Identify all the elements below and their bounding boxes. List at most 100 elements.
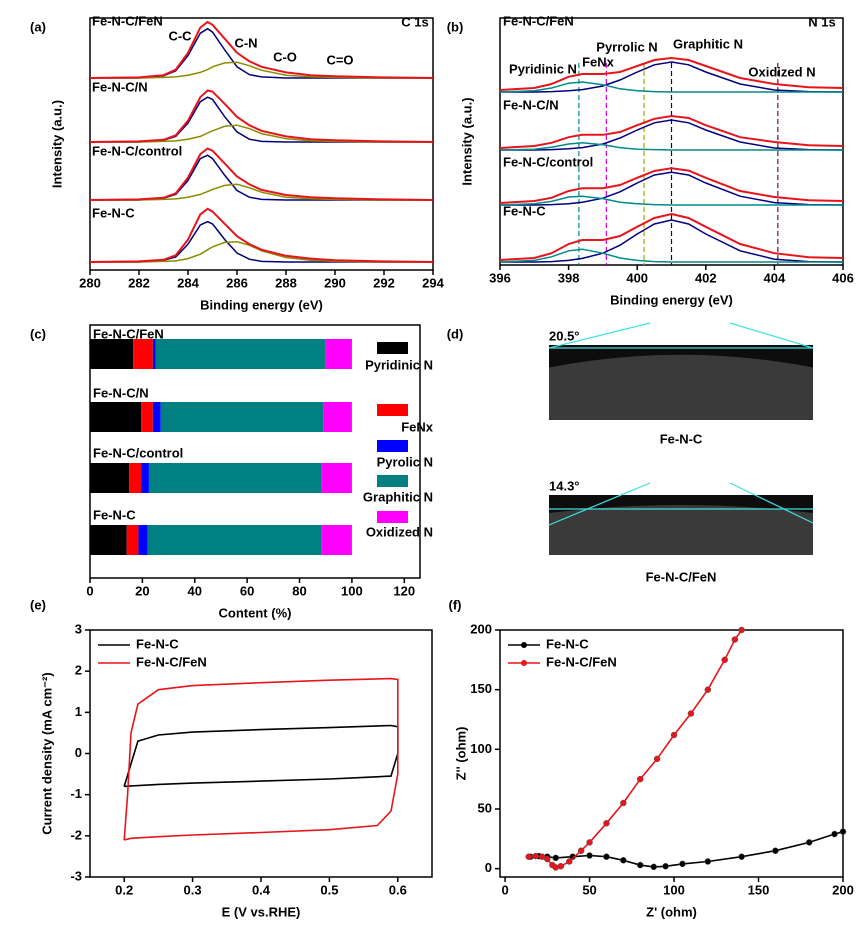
component-curve [90, 124, 433, 143]
component-curve [499, 248, 843, 263]
bar-segment [138, 525, 148, 555]
x-tick-label: 0.3 [184, 882, 202, 897]
envelope-curve [89, 207, 434, 263]
data-point [544, 855, 551, 863]
data-point [620, 857, 627, 864]
envelope-curve [499, 167, 844, 204]
legend-label: FeNx [401, 419, 434, 434]
plot-frame [89, 17, 434, 271]
y-tick-label: 0 [485, 860, 492, 875]
category-label: Fe-N-C [93, 507, 136, 522]
x-tick-label: 80 [292, 583, 306, 598]
x-tick-label: 402 [695, 270, 717, 285]
y-axis-label: Intensity (a.u.) [459, 97, 474, 185]
x-tick-label: 292 [373, 275, 395, 290]
sample-label: Fe-N-C/FeN [503, 13, 574, 28]
data-point [586, 852, 593, 859]
x-tick-label: 60 [240, 583, 254, 598]
legend-marker [521, 660, 527, 666]
y-tick-label: 100 [470, 741, 492, 756]
x-tick-label: 100 [663, 882, 685, 897]
x-tick-label: 40 [188, 583, 202, 598]
bar-segment [90, 402, 142, 432]
x-tick-label: 284 [177, 275, 199, 290]
y-tick-label: -3 [70, 868, 82, 883]
bar-segment [152, 339, 156, 369]
x-tick-label: 288 [275, 275, 297, 290]
envelope-curve [89, 147, 434, 201]
component-curve [90, 241, 433, 263]
data-point [704, 686, 712, 693]
droplet [549, 354, 813, 420]
y-tick-label: 200 [470, 621, 492, 636]
data-point [738, 626, 745, 634]
bar-segment [141, 463, 149, 493]
data-point [566, 858, 573, 865]
bar-segment [129, 463, 142, 493]
bar-segment [152, 402, 161, 432]
peak-label: Oxidized N [748, 64, 815, 79]
peak-label: Pyridinic N [509, 61, 577, 76]
spectrum-title: C 1s [401, 14, 428, 29]
data-point [620, 799, 627, 807]
legend-label: Fe-N-C [546, 636, 589, 651]
y-tick-label: -1 [70, 786, 82, 801]
bar-segment [160, 402, 324, 432]
bar-segment [90, 463, 130, 493]
x-tick-label: 398 [558, 270, 580, 285]
series-line [123, 724, 399, 788]
component-curve [90, 96, 433, 143]
category-label: Fe-N-C/control [93, 445, 183, 460]
data-point [679, 860, 686, 868]
bar-segment [90, 525, 127, 555]
y-tick-label: 0 [75, 745, 82, 760]
x-axis-label: Content (%) [219, 605, 292, 620]
peak-label: FeNx [582, 54, 615, 69]
bar-segment [323, 402, 352, 432]
bar-segment [148, 463, 322, 493]
component-curve [90, 61, 433, 79]
envelope-curve [499, 56, 844, 91]
component-curve [499, 142, 843, 151]
x-tick-label: 0 [501, 882, 508, 897]
tangent [548, 322, 651, 349]
data-point [603, 820, 610, 827]
sample-label: Fe-N-C/FeN [646, 569, 717, 584]
component-curve [90, 154, 433, 201]
droplet [549, 505, 813, 555]
data-point [577, 847, 585, 854]
y-tick-label: 1 [75, 704, 82, 719]
bar-segment [133, 339, 153, 369]
legend-label: Pyrolic N [377, 454, 433, 469]
data-point [772, 847, 779, 854]
component-curve [500, 219, 844, 263]
x-tick-label: 120 [393, 583, 415, 598]
envelope-curve [499, 212, 844, 261]
y-tick-label: 150 [470, 681, 492, 696]
sample-label: Fe-N-C/FeN [92, 13, 163, 28]
x-tick-label: 20 [135, 583, 149, 598]
data-point [586, 839, 593, 846]
x-tick-label: 0.6 [389, 882, 407, 897]
bar-segment [147, 525, 322, 555]
component-curve [500, 61, 844, 93]
x-tick-label: 50 [582, 882, 596, 897]
tangent [548, 482, 651, 526]
bar-segment [126, 525, 139, 555]
data-point [603, 853, 610, 860]
bar-segment [141, 402, 153, 432]
data-point [670, 731, 678, 739]
peak-label: Graphitic N [673, 36, 743, 51]
y-axis-label: Intensity (a.u.) [49, 100, 64, 188]
data-point [687, 710, 695, 717]
legend-label: Pyridinic N [365, 357, 433, 372]
x-axis-label: E (V vs.RHE) [222, 904, 301, 919]
legend-swatch [377, 440, 408, 452]
contact-angle: 14.3° [549, 478, 580, 493]
x-tick-label: 294 [422, 275, 444, 290]
series-line [123, 677, 399, 841]
peak-label: C-N [234, 35, 257, 50]
y-tick-label: 2 [75, 663, 82, 678]
envelope-curve [89, 89, 434, 143]
